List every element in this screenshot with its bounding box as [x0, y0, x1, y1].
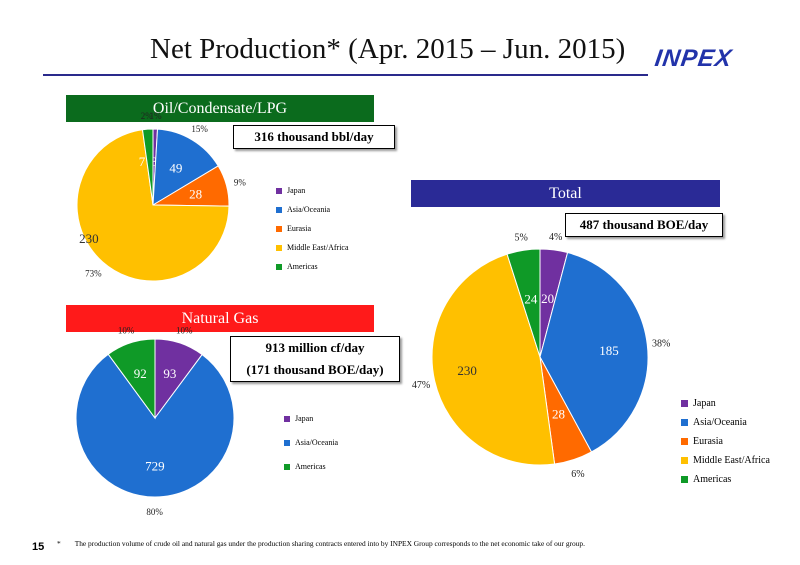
total-legend-swatch [681, 419, 688, 427]
oil-legend-swatch [276, 207, 282, 214]
oil-percent-label-japan: 1% [150, 111, 163, 121]
gas-volume-callout: 913 million cf/day (171 thousand BOE/day… [230, 336, 400, 382]
oil-value-label-asia-oceania: 49 [169, 160, 182, 175]
gas-value-label-japan: 93 [163, 366, 176, 381]
gas-legend-item-americas: Americas [284, 462, 326, 471]
total-value-label-japan: 20 [541, 291, 554, 306]
gas-section-header: Natural Gas [66, 305, 374, 332]
oil-legend-label: Eurasia [287, 224, 311, 233]
oil-slice-middle-east-africa [76, 129, 230, 282]
oil-percent-label-middle-east-africa: 73% [85, 268, 102, 278]
gas-volume-line1: 913 million cf/day [265, 340, 365, 355]
oil-percent-label-americas: 2% [141, 111, 154, 121]
oil-legend-item-asia-oceania: Asia/Oceania [276, 205, 330, 214]
total-legend-item-asia-oceania: Asia/Oceania [681, 417, 747, 428]
oil-value-label-middle-east-africa: 230 [79, 231, 99, 246]
oil-legend-swatch [276, 188, 282, 195]
total-percent-label-middle-east-africa: 47% [412, 380, 430, 391]
gas-legend-label: Asia/Oceania [295, 438, 339, 447]
total-legend-item-japan: Japan [681, 398, 716, 409]
page-title: Net Production* (Apr. 2015 – Jun. 2015) [150, 33, 626, 65]
oil-volume-callout: 316 thousand bbl/day [233, 125, 395, 149]
oil-legend-item-japan: Japan [276, 186, 305, 195]
gas-legend-label: Americas [295, 462, 326, 471]
title-underline [43, 74, 648, 76]
gas-volume-line2: (171 thousand BOE/day) [246, 362, 384, 377]
total-legend-item-middle-east-africa: Middle East/Africa [681, 455, 770, 466]
total-value-label-asia-oceania: 185 [599, 343, 619, 358]
total-value-label-middle-east-africa: 230 [457, 363, 477, 378]
total-legend-swatch [681, 457, 688, 465]
oil-legend-label: Americas [287, 262, 318, 271]
oil-value-label-eurasia: 28 [189, 187, 202, 202]
total-value-label-eurasia: 28 [552, 406, 565, 421]
oil-percent-label-asia-oceania: 15% [191, 124, 208, 134]
total-percent-label-americas: 5% [515, 232, 528, 243]
gas-value-label-asia-oceania: 729 [145, 458, 165, 473]
total-legend-label: Asia/Oceania [693, 417, 747, 428]
total-slice-americas [506, 248, 541, 358]
oil-slice-americas [141, 128, 154, 206]
total-legend-swatch [681, 476, 688, 484]
oil-legend-label: Asia/Oceania [287, 205, 331, 214]
total-value-label-americas: 24 [524, 291, 538, 306]
footnote: * The production volume of crude oil and … [57, 539, 585, 548]
gas-legend-item-asia-oceania: Asia/Oceania [284, 438, 338, 447]
gas-percent-label-japan: 10% [176, 326, 193, 336]
total-legend-label: Japan [693, 398, 716, 409]
oil-percent-label-eurasia: 9% [234, 178, 247, 188]
oil-section-header: Oil/Condensate/LPG [66, 95, 374, 122]
oil-legend-item-eurasia: Eurasia [276, 224, 311, 233]
gas-legend-label: Japan [295, 414, 314, 423]
total-percent-label-asia-oceania: 38% [652, 338, 670, 349]
gas-value-label-americas: 92 [134, 366, 147, 381]
total-legend-swatch [681, 438, 688, 446]
oil-legend-label: Middle East/Africa [287, 243, 349, 252]
gas-legend-swatch [284, 416, 290, 423]
total-legend-label: Americas [693, 474, 732, 485]
total-slice-asia-oceania [539, 251, 649, 453]
oil-legend-swatch [276, 226, 282, 233]
total-legend-label: Middle East/Africa [693, 455, 770, 466]
total-percent-label-eurasia: 6% [571, 469, 584, 480]
total-section-header: Total [411, 180, 720, 207]
oil-legend-swatch [276, 264, 282, 271]
gas-slice-asia-oceania [75, 353, 235, 498]
total-volume-callout: 487 thousand BOE/day [565, 213, 723, 237]
footnote-mark: * [57, 539, 61, 548]
oil-legend-item-americas: Americas [276, 262, 318, 271]
gas-percent-label-americas: 10% [118, 326, 135, 336]
oil-legend-swatch [276, 245, 282, 252]
gas-legend-swatch [284, 464, 290, 471]
oil-slice-asia-oceania [152, 128, 219, 206]
total-percent-label-japan: 4% [549, 232, 562, 243]
total-legend-item-americas: Americas [681, 474, 731, 485]
oil-value-label-americas: 7 [139, 154, 146, 169]
gas-legend-item-japan: Japan [284, 414, 313, 423]
total-legend-item-eurasia: Eurasia [681, 436, 723, 447]
total-legend-label: Eurasia [693, 436, 723, 447]
page-number: 15 [32, 541, 45, 553]
gas-legend-swatch [284, 440, 290, 447]
oil-legend-item-middle-east-africa: Middle East/Africa [276, 243, 349, 252]
oil-value-label-japan: 3 [151, 154, 158, 169]
gas-percent-label-asia-oceania: 80% [146, 507, 163, 517]
gas-slice-americas [107, 338, 156, 420]
footnote-text: The production volume of crude oil and n… [74, 539, 585, 548]
oil-legend-label: Japan [287, 186, 306, 195]
total-legend-swatch [681, 400, 688, 408]
